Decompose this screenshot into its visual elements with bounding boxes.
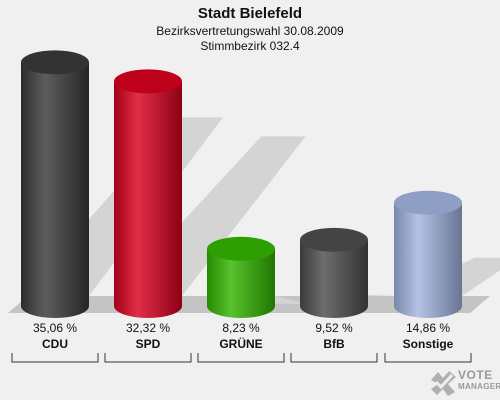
category-bracket-gr-ne bbox=[197, 353, 285, 363]
category-label-bfb: BfB bbox=[323, 337, 345, 351]
value-label-cdu: 35,06 % bbox=[33, 321, 77, 335]
chart-subtitle-district: Stimmbezirk 032.4 bbox=[200, 39, 300, 53]
bar-cap-cdu bbox=[21, 50, 89, 75]
value-label-sonstige: 14,86 % bbox=[406, 321, 450, 335]
category-bracket-sonstige bbox=[384, 353, 472, 363]
category-label-spd: SPD bbox=[136, 337, 161, 351]
bar-cap-sonstige bbox=[394, 190, 462, 215]
bar-cdu bbox=[21, 62, 89, 318]
value-label-bfb: 9,52 % bbox=[315, 321, 353, 335]
category-label-gr-ne: GRÜNE bbox=[219, 336, 262, 351]
category-bracket-cdu bbox=[11, 353, 99, 363]
chart-subtitle-election: Bezirksvertretungswahl 30.08.2009 bbox=[156, 24, 344, 38]
category-label-sonstige: Sonstige bbox=[403, 337, 454, 351]
category-bracket-bfb bbox=[290, 353, 378, 363]
votemanager-logo bbox=[426, 366, 500, 400]
bar-bfb bbox=[300, 239, 368, 318]
bar-cap-gr-ne bbox=[207, 236, 275, 261]
chart-title: Stadt Bielefeld bbox=[197, 5, 303, 22]
category-bracket-spd bbox=[104, 353, 192, 363]
logo-text-manager: MANAGER bbox=[458, 382, 500, 391]
value-label-gr-ne: 8,23 % bbox=[222, 321, 260, 335]
category-label-cdu: CDU bbox=[42, 337, 68, 351]
value-label-spd: 32,32 % bbox=[126, 321, 170, 335]
bar-sonstige bbox=[394, 202, 462, 318]
logo-text-vote: VOTE bbox=[458, 368, 493, 382]
bar-spd bbox=[114, 81, 182, 318]
bar-gr-ne bbox=[207, 248, 275, 318]
bar-cap-spd bbox=[114, 69, 182, 94]
bar-cap-bfb bbox=[300, 227, 368, 252]
